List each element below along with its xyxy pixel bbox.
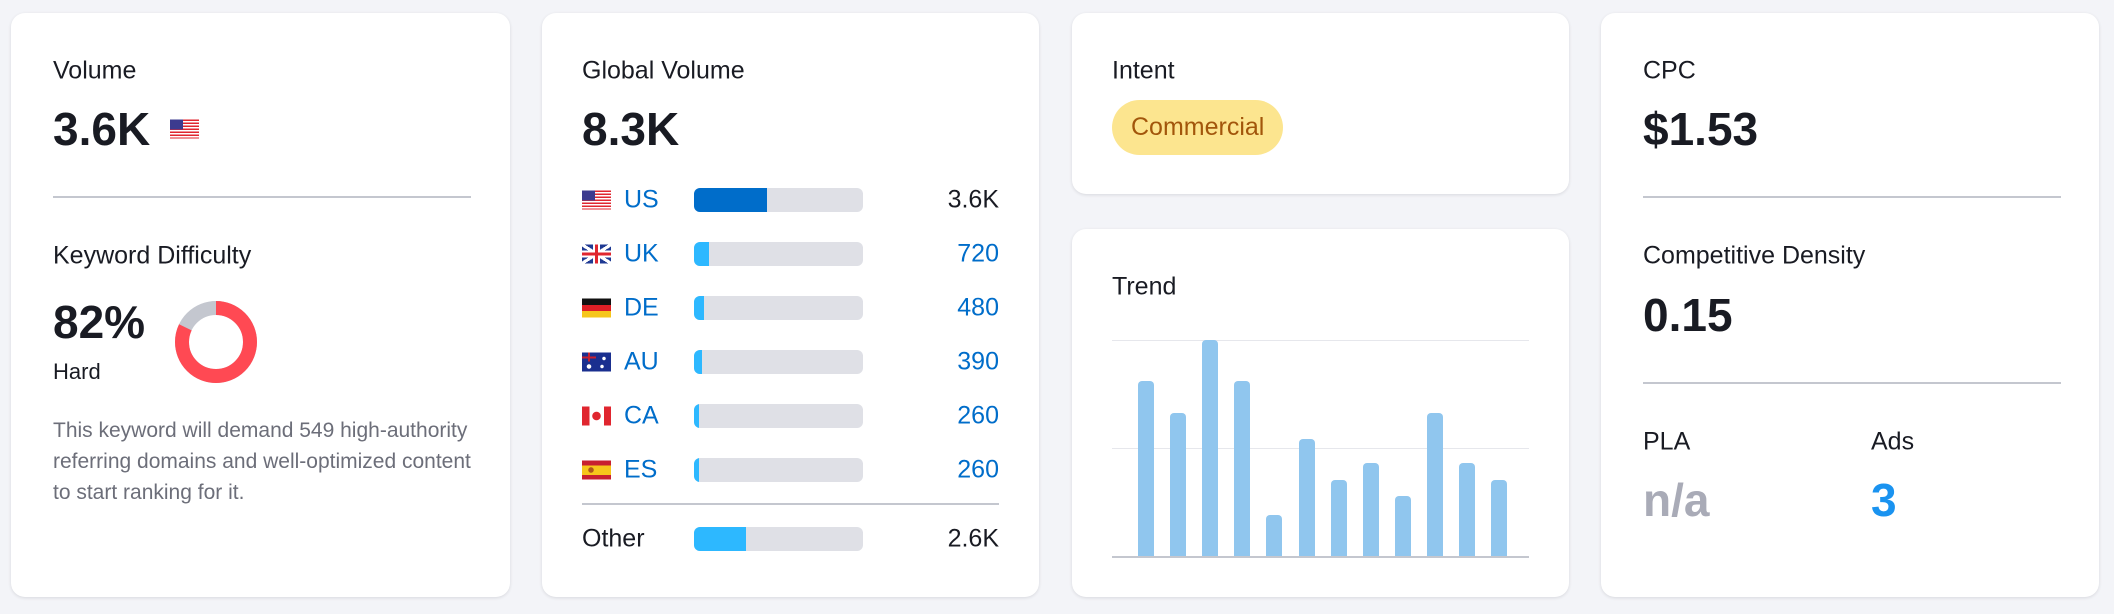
country-link-ca[interactable]: CA — [624, 401, 659, 430]
country-volume-value: 3.6K — [947, 185, 999, 214]
global-volume-value: 8.3K — [582, 103, 680, 155]
ads-label: Ads — [1871, 427, 1915, 456]
country-link-uk[interactable]: UK — [624, 239, 659, 268]
global-volume-card: Global Volume 8.3K Other 2.6K US 3.6K UK 72… — [542, 13, 1039, 597]
divider — [582, 503, 999, 505]
country-volume-bar-fill — [694, 188, 767, 212]
us-flag-icon — [582, 190, 611, 210]
cpc-label: CPC — [1643, 56, 1696, 85]
other-label: Other — [582, 524, 645, 553]
country-link-es[interactable]: ES — [624, 455, 658, 484]
divider — [1643, 382, 2061, 384]
au-flag-icon — [582, 352, 611, 372]
keyword-difficulty-value: 82% — [53, 296, 146, 348]
trend-bar[interactable] — [1362, 463, 1379, 556]
es-flag-icon — [582, 460, 611, 480]
country-volume-bar-fill — [694, 404, 700, 428]
country-volume-bar-fill — [694, 296, 704, 320]
us-flag-icon — [170, 119, 199, 139]
other-value: 2.6K — [947, 524, 999, 553]
trend-bar[interactable] — [1234, 381, 1251, 556]
intent-card: Intent Commercial — [1072, 13, 1569, 194]
pla-value: n/a — [1643, 474, 1710, 526]
trend-bar[interactable] — [1138, 381, 1154, 556]
divider — [1643, 196, 2061, 198]
ads-value: 3 — [1871, 474, 1897, 526]
intent-badge: Commercial — [1112, 100, 1284, 155]
trend-bar[interactable] — [1170, 413, 1187, 556]
country-volume-bar — [694, 350, 863, 374]
trend-bar[interactable] — [1266, 514, 1283, 556]
trend-bar[interactable] — [1394, 495, 1411, 556]
volume-label: Volume — [53, 56, 137, 85]
country-volume-value[interactable]: 260 — [957, 401, 999, 430]
other-volume-bar-fill — [694, 527, 747, 551]
country-volume-value[interactable]: 260 — [957, 455, 999, 484]
other-volume-bar — [694, 527, 863, 551]
trend-bar[interactable] — [1426, 413, 1443, 556]
competitive-density-value: 0.15 — [1643, 289, 1733, 341]
trend-bar[interactable] — [1491, 480, 1508, 556]
gridline-top — [1112, 340, 1529, 341]
volume-card: Volume 3.6K Keyword Difficulty 82% Hard … — [11, 13, 510, 597]
country-volume-bar-fill — [694, 458, 700, 482]
difficulty-donut-chart — [175, 301, 257, 383]
donut-difficulty-segment — [175, 301, 257, 383]
difficulty-description: This keyword will demand 549 high-author… — [53, 419, 471, 504]
global-volume-label: Global Volume — [582, 56, 745, 85]
country-volume-bar-fill — [694, 242, 709, 266]
country-volume-value[interactable]: 480 — [957, 293, 999, 322]
country-volume-bar — [694, 296, 863, 320]
country-volume-bar-fill — [694, 350, 702, 374]
uk-flag-icon — [582, 244, 611, 264]
trend-bar[interactable] — [1330, 480, 1347, 556]
baseline — [1112, 556, 1529, 558]
de-flag-icon — [582, 298, 611, 318]
cpc-value: $1.53 — [1643, 103, 1759, 155]
country-volume-value[interactable]: 390 — [957, 347, 999, 376]
country-volume-bar — [694, 404, 863, 428]
volume-value: 3.6K — [53, 103, 151, 155]
trend-card: Trend — [1072, 229, 1569, 597]
country-volume-bar — [694, 458, 863, 482]
pla-label: PLA — [1643, 427, 1691, 456]
gridline-middle — [1112, 448, 1529, 449]
trend-bar[interactable] — [1202, 340, 1219, 556]
country-volume-bar — [694, 188, 863, 212]
trend-label: Trend — [1112, 272, 1177, 301]
country-link-us[interactable]: US — [624, 185, 659, 214]
country-link-au[interactable]: AU — [624, 347, 659, 376]
difficulty-level: Hard — [53, 359, 101, 384]
country-link-de[interactable]: DE — [624, 293, 659, 322]
ca-flag-icon — [582, 406, 611, 426]
trend-bar[interactable] — [1298, 439, 1315, 556]
competitive-density-label: Competitive Density — [1643, 241, 1866, 270]
country-volume-bar — [694, 242, 863, 266]
divider — [53, 196, 471, 198]
cpc-card: CPC $1.53 Competitive Density 0.15 PLA n… — [1601, 13, 2099, 597]
keyword-difficulty-label: Keyword Difficulty — [53, 241, 252, 270]
country-volume-value[interactable]: 720 — [957, 239, 999, 268]
intent-label: Intent — [1112, 56, 1175, 85]
trend-bar[interactable] — [1459, 463, 1475, 556]
